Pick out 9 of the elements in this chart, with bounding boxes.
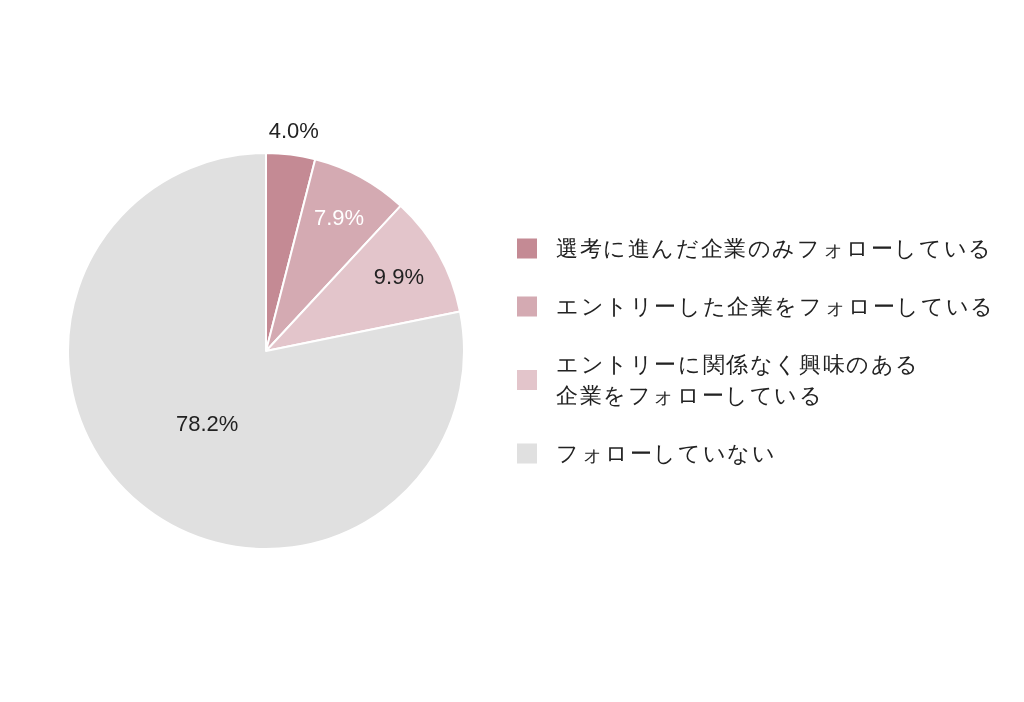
data-label: 7.9%: [313, 204, 365, 230]
data-label: 78.2%: [175, 410, 239, 436]
legend-label: エントリーした企業をフォローしている: [556, 294, 995, 319]
legend-label: エントリーに関係なく興味のある企業をフォローしている: [556, 352, 920, 408]
legend-label: 選考に進んだ企業のみフォローしている: [556, 236, 993, 261]
legend-label: フォローしていない: [556, 441, 777, 466]
data-label: 4.0%: [268, 118, 319, 144]
pie-slice: [67, 152, 465, 550]
data-label: 9.9%: [373, 263, 424, 289]
